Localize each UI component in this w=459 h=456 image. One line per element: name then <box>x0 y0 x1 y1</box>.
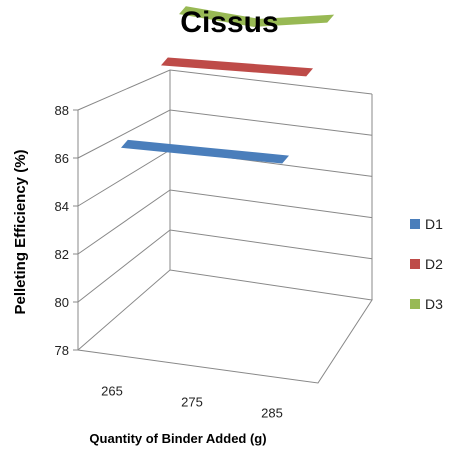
y-tick-label: 80 <box>55 295 69 310</box>
chart-floor <box>76 269 373 384</box>
gridline <box>77 229 373 303</box>
series-ribbon-d2 <box>160 57 314 77</box>
gridline <box>77 69 373 111</box>
y-tick-label: 82 <box>55 247 69 262</box>
legend-label-d1: D1 <box>425 216 443 232</box>
y-tick-label: 78 <box>55 343 69 358</box>
series-ribbon-d3 <box>179 6 335 27</box>
y-axis-label: Pelleting Efficiency (%) <box>12 149 29 314</box>
legend-label-d3: D3 <box>425 296 443 312</box>
x-axis-label: Quantity of Binder Added (g) <box>89 431 266 446</box>
chart-title: Cissus <box>180 6 279 39</box>
legend-swatch-d3 <box>410 299 420 309</box>
x-tick-label: 275 <box>181 395 203 410</box>
x-tick-label: 285 <box>261 406 283 421</box>
legend-label-d2: D2 <box>425 256 443 272</box>
y-tick-label: 88 <box>55 103 69 118</box>
legend-swatch-d2 <box>410 259 420 269</box>
y-tick-label: 86 <box>55 151 69 166</box>
y-tick-label: 84 <box>55 199 69 214</box>
gridline <box>77 189 373 255</box>
series-ribbon-d1 <box>120 139 290 164</box>
x-tick-label: 265 <box>101 384 123 399</box>
gridline <box>77 109 373 159</box>
legend-swatch-d1 <box>410 219 420 229</box>
